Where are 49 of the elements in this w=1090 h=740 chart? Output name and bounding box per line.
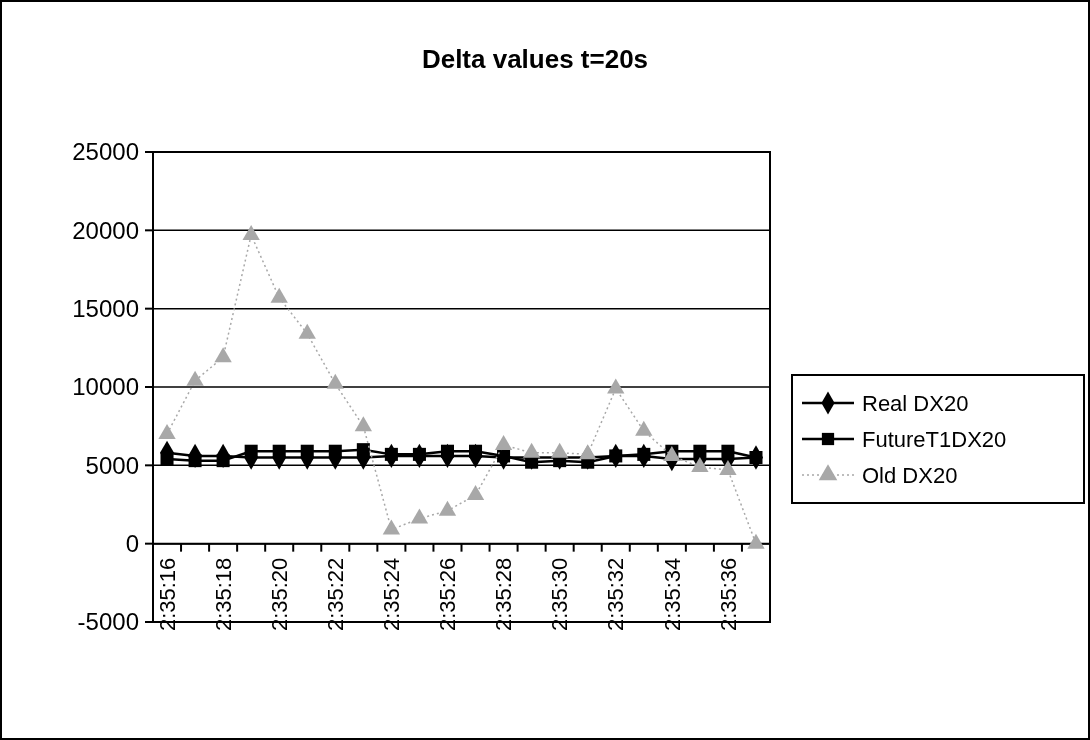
point [326, 373, 344, 389]
point [469, 444, 483, 458]
point [356, 443, 370, 457]
x-tick-label: 2:35:34 [659, 557, 685, 632]
point [244, 444, 258, 458]
point [354, 416, 372, 432]
legend-label: Real DX20 [862, 390, 969, 416]
point [721, 444, 735, 458]
point [158, 424, 176, 439]
x-tick-label: 2:35:28 [491, 557, 517, 632]
y-tick-label: 5000 [85, 451, 139, 479]
y-tick-label: -5000 [77, 608, 139, 636]
y-tick-label: 10000 [72, 373, 139, 401]
point [214, 347, 232, 363]
legend-label: FutureT1DX20 [862, 426, 1007, 452]
legend-label: Old DX20 [862, 462, 958, 488]
point [160, 452, 174, 466]
x-tick-label: 2:35:30 [547, 557, 573, 632]
x-tick-label: 2:35:24 [379, 557, 405, 632]
point [188, 454, 202, 468]
y-tick-label: 15000 [72, 295, 139, 323]
x-tick-label: 2:35:32 [603, 557, 629, 632]
point [186, 370, 204, 386]
point [272, 444, 286, 458]
point [384, 447, 398, 461]
point [637, 447, 651, 461]
point [412, 447, 426, 461]
point [298, 323, 316, 339]
point [749, 450, 763, 465]
point [300, 444, 314, 458]
point [607, 378, 625, 394]
point [440, 444, 454, 458]
x-tick-label: 2:35:20 [266, 557, 292, 632]
point [609, 449, 623, 463]
point [270, 287, 288, 303]
point [693, 444, 707, 458]
point [242, 225, 260, 241]
x-tick-label: 2:35:16 [154, 557, 180, 632]
y-tick-label: 20000 [72, 216, 139, 244]
y-tick-label: 0 [125, 530, 139, 558]
point [216, 454, 230, 468]
x-tick-label: 2:35:22 [323, 557, 348, 632]
y-tick-label: 25000 [72, 138, 139, 166]
point [328, 444, 342, 458]
chart-title: Delta values t=20s [421, 44, 649, 74]
x-tick-label: 2:35:26 [435, 557, 461, 632]
point [497, 449, 511, 463]
x-tick-label: 2:35:18 [210, 557, 236, 632]
x-tick-label: 2:35:36 [715, 557, 741, 632]
